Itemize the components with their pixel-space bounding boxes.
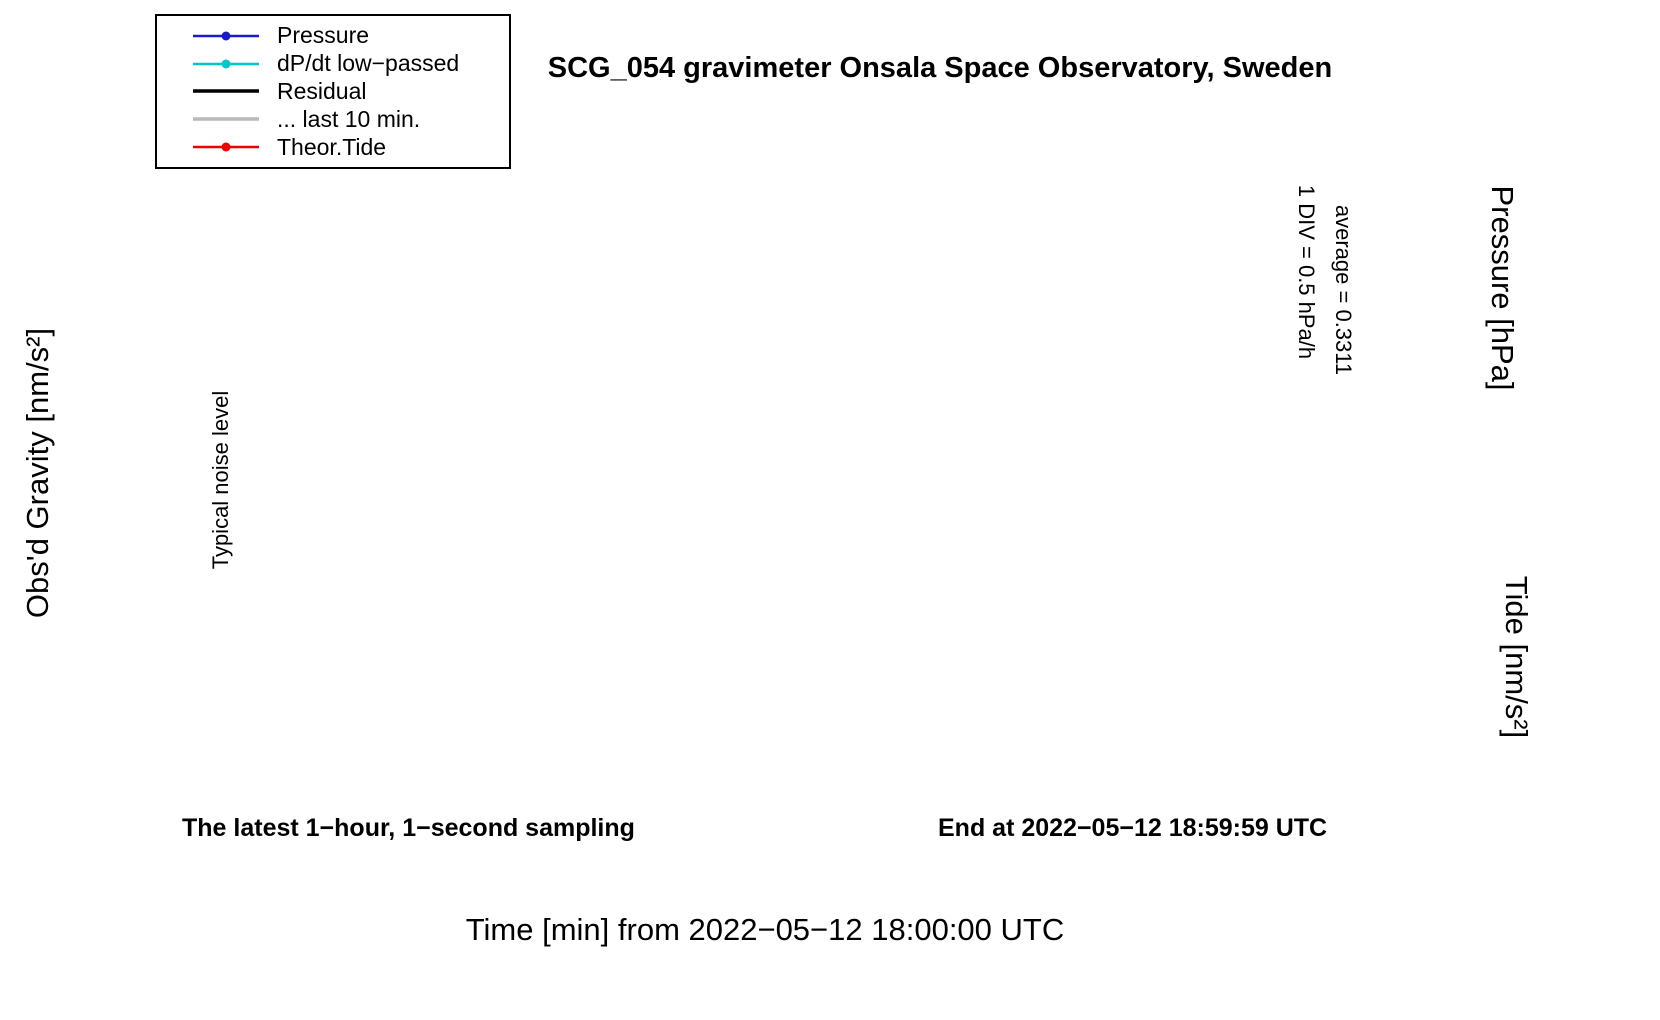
y-axis-label-gravity: Obs'd Gravity [nm/s²] (20, 327, 55, 619)
legend-item-pressure: Pressure (191, 22, 509, 49)
legend-item-residual: Residual (191, 78, 509, 104)
last10min-line-icon (193, 117, 259, 122)
legend-label: ... last 10 min. (277, 105, 421, 132)
legend: Pressure dP/dt low−passed Residual ... l… (155, 14, 511, 169)
legend-label: Pressure (277, 22, 370, 49)
legend-item-theor-tide: Theor.Tide (191, 134, 509, 160)
pressure-line-dot-icon (193, 31, 259, 41)
y-axis-label-tide: Tide [nm/s²] (1499, 575, 1534, 739)
legend-item-last10min: ... last 10 min. (191, 106, 509, 132)
end-time-footer: End at 2022−05−12 18:59:59 UTC (938, 814, 1328, 842)
legend-label: Residual (277, 77, 367, 104)
dpdt-line-dot-icon (193, 59, 259, 69)
x-axis-label: Time [min] from 2022−05−12 18:00:00 UTC (465, 912, 1065, 947)
chart-title: SCG_054 gravimeter Onsala Space Observat… (547, 52, 1333, 84)
residual-line-icon (193, 89, 259, 94)
legend-label: Theor.Tide (277, 133, 387, 160)
theor-tide-line-dot-icon (193, 142, 259, 152)
legend-item-dpdt: dP/dt low−passed (191, 50, 509, 77)
average-annotation: average = 0.3311 (1331, 204, 1356, 376)
legend-label: dP/dt low−passed (277, 50, 460, 77)
y-axis-label-pressure: Pressure [hPa] (1485, 185, 1520, 391)
noise-level-annotation: Typical noise level (208, 390, 233, 570)
div-scale-annotation: 1 DIV = 0.5 hPa/h (1294, 184, 1319, 360)
sampling-footer: The latest 1−hour, 1−second sampling (182, 814, 635, 842)
